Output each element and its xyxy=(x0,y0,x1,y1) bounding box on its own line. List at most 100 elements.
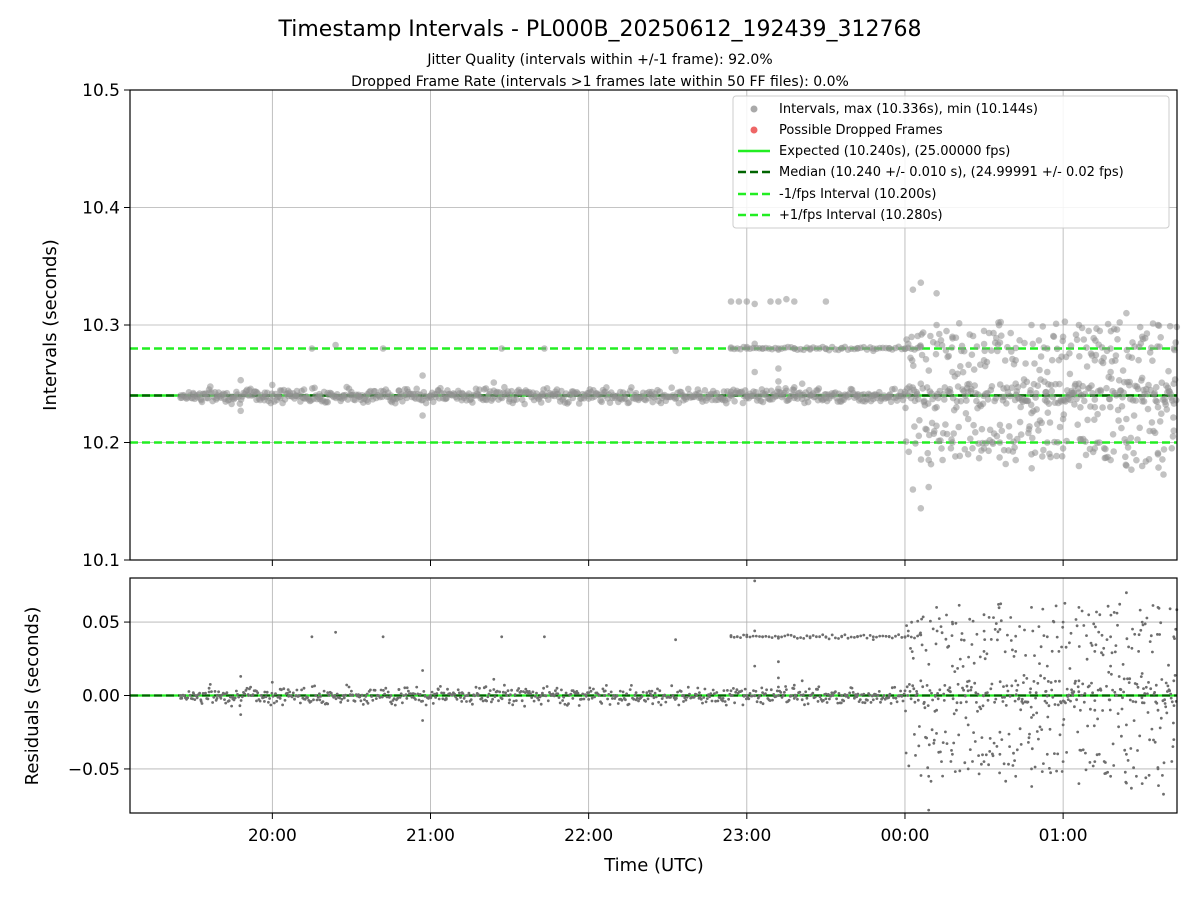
residual-point xyxy=(1045,664,1049,668)
residual-point xyxy=(1075,624,1079,628)
residual-point xyxy=(582,697,586,701)
residual-point xyxy=(1023,628,1026,632)
interval-point xyxy=(411,391,419,398)
residual-point xyxy=(875,635,878,639)
residual-point xyxy=(546,699,550,703)
residual-point xyxy=(1140,782,1144,785)
interval-point xyxy=(911,423,918,430)
residual-point xyxy=(892,696,895,700)
interval-point xyxy=(1123,346,1131,354)
residual-point xyxy=(932,741,936,745)
interval-point xyxy=(938,445,945,452)
residual-point xyxy=(955,701,959,705)
residuals-y-tick-label: 0.05 xyxy=(82,613,120,633)
residual-point xyxy=(887,635,891,639)
residual-point xyxy=(397,688,401,691)
interval-point xyxy=(964,415,972,423)
residual-point xyxy=(988,750,992,753)
interval-point xyxy=(899,396,907,404)
residual-point xyxy=(1157,784,1160,787)
interval-point xyxy=(822,391,830,398)
legend-label-intervals: Intervals, max (10.336s), min (10.144s) xyxy=(779,102,1038,117)
interval-point xyxy=(1031,360,1038,367)
residual-point xyxy=(732,687,735,690)
interval-point xyxy=(791,394,798,402)
residual-point xyxy=(293,697,296,701)
residual-point xyxy=(1043,699,1047,703)
interval-point xyxy=(1052,320,1060,328)
interval-point xyxy=(1037,353,1045,360)
residual-point xyxy=(1110,651,1114,655)
residual-point xyxy=(1034,696,1037,700)
interval-point xyxy=(1154,403,1162,411)
residual-point xyxy=(769,688,773,692)
residual-point xyxy=(1082,700,1086,704)
residual-point xyxy=(453,692,456,696)
residual-point xyxy=(564,691,568,695)
interval-point xyxy=(767,298,774,305)
interval-point xyxy=(1136,424,1143,432)
residual-point xyxy=(437,697,441,701)
interval-point xyxy=(696,389,703,397)
intervals-y-tick-label: 10.4 xyxy=(82,199,120,219)
residual-point xyxy=(338,696,341,700)
residual-point xyxy=(663,693,666,697)
interval-point xyxy=(1036,366,1043,374)
residual-point xyxy=(597,693,601,697)
interval-point xyxy=(1084,416,1091,424)
residual-point xyxy=(270,680,274,684)
residual-point xyxy=(1061,620,1065,624)
residual-point xyxy=(210,690,213,693)
residual-point xyxy=(1093,760,1097,763)
interval-point xyxy=(918,351,926,359)
residual-point xyxy=(998,752,1002,756)
residual-point xyxy=(800,698,804,702)
interval-point xyxy=(1170,380,1178,388)
residual-point xyxy=(361,703,365,706)
residual-point xyxy=(777,635,780,639)
residual-point xyxy=(455,697,459,701)
residual-point xyxy=(843,633,847,637)
residual-point xyxy=(847,696,850,699)
interval-point xyxy=(917,342,924,349)
interval-point xyxy=(1096,439,1103,446)
legend-item-intervals: Intervals, max (10.336s), min (10.144s) xyxy=(750,102,1038,117)
residual-point xyxy=(268,697,271,700)
residual-point xyxy=(742,694,746,698)
residual-point xyxy=(182,694,186,698)
residual-point xyxy=(1139,675,1143,678)
interval-point xyxy=(822,298,830,305)
residual-point xyxy=(1057,650,1061,653)
interval-point xyxy=(1045,400,1053,408)
interval-point xyxy=(1140,398,1148,405)
legend-label-plus-fps: +1/fps Interval (10.280s) xyxy=(779,208,943,223)
residual-point xyxy=(1048,767,1051,770)
interval-point xyxy=(1003,400,1010,407)
interval-point xyxy=(1134,385,1142,393)
residual-point xyxy=(848,691,851,695)
residual-point xyxy=(925,736,928,740)
residual-point xyxy=(804,690,808,694)
residual-point xyxy=(861,701,865,704)
residual-point xyxy=(971,619,975,623)
interval-point xyxy=(936,330,943,338)
residual-point xyxy=(616,702,620,705)
residual-point xyxy=(198,691,202,695)
residual-point xyxy=(441,697,445,701)
residual-point xyxy=(1109,613,1113,617)
residual-point xyxy=(977,772,981,776)
residual-point xyxy=(905,624,908,627)
residual-point xyxy=(1090,681,1093,685)
residual-point xyxy=(656,687,659,691)
residual-point xyxy=(940,631,944,635)
residual-point xyxy=(1143,622,1147,626)
interval-point xyxy=(1113,392,1120,399)
residual-point xyxy=(790,694,793,698)
residual-point xyxy=(342,694,345,697)
residual-point xyxy=(191,691,195,694)
residual-point xyxy=(321,700,325,703)
interval-point xyxy=(739,399,747,407)
residual-point xyxy=(1125,723,1128,727)
residual-point xyxy=(402,694,405,697)
residual-point xyxy=(944,637,948,641)
